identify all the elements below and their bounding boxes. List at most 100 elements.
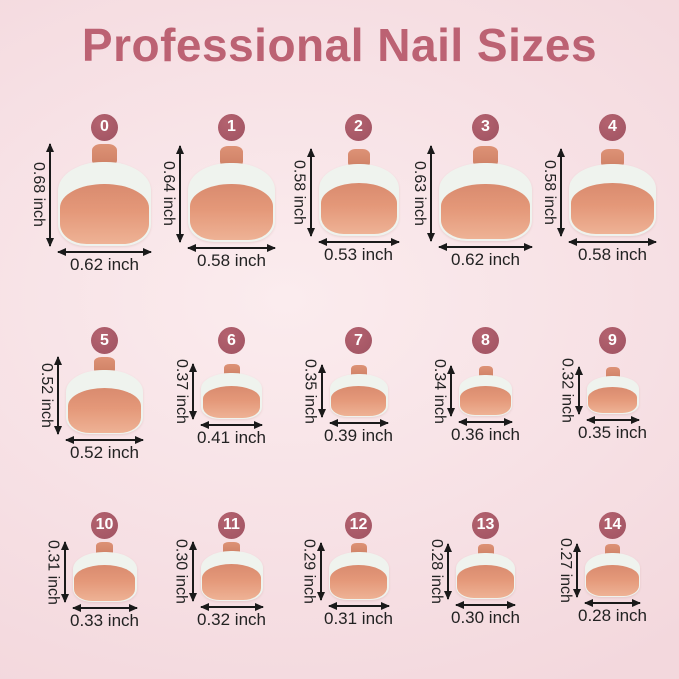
vertical-double-arrow-icon: [450, 366, 452, 417]
nail-size-cell: 8 0.34 inch 0.36 inch: [422, 327, 549, 445]
horizontal-double-arrow-icon: [456, 603, 515, 606]
nail-illustration: 0.31 inch: [45, 540, 137, 604]
nail-tip-white-cap: [58, 161, 151, 246]
size-number-badge: 13: [472, 511, 499, 539]
size-number-badge: 9: [599, 327, 626, 355]
height-dimension: 0.58 inch: [291, 148, 312, 236]
horizontal-double-arrow-icon: [569, 240, 656, 243]
width-label: 0.39 inch: [324, 426, 393, 446]
width-label: 0.58 inch: [197, 250, 266, 270]
size-row-2: 5 0.52 inch 0.52 inch 6 0.37 inch: [0, 327, 679, 463]
nail-tab: [220, 145, 243, 166]
horizontal-double-arrow-icon: [72, 606, 137, 609]
nail-size-cell: 14 0.27 inch 0.28 inch: [549, 511, 676, 626]
nail-illustration: 0.64 inch: [160, 145, 275, 242]
height-dimension: 0.52 inch: [38, 357, 59, 435]
nail-illustration: 0.68 inch: [30, 143, 151, 246]
width-label: 0.30 inch: [451, 607, 520, 627]
horizontal-double-arrow-icon: [188, 246, 275, 249]
size-number-badge: 0: [91, 113, 118, 141]
height-label: 0.52 inch: [38, 363, 55, 429]
height-dimension: 0.37 inch: [173, 359, 194, 424]
height-dimension: 0.31 inch: [44, 539, 66, 605]
height-dimension: 0.29 inch: [301, 539, 322, 604]
width-label: 0.28 inch: [578, 605, 647, 625]
vertical-double-arrow-icon: [576, 543, 578, 597]
nail-illustration: 0.29 inch: [301, 539, 389, 604]
size-number-badge: 7: [345, 327, 372, 355]
nail-bed: [457, 565, 514, 598]
width-label: 0.33 inch: [70, 610, 139, 630]
vertical-double-arrow-icon: [320, 365, 323, 418]
horizontal-double-arrow-icon: [66, 439, 143, 442]
nail-size-cell: 7 0.35 inch 0.39 inch: [295, 327, 422, 446]
nail-size-cell: 4 0.58 inch 0.58 inch: [541, 113, 676, 265]
nail-bed: [67, 387, 142, 433]
nail-tab: [601, 148, 624, 167]
height-label: 0.68 inch: [30, 162, 47, 228]
nail-bed: [202, 564, 261, 600]
nail-tip-white-cap: [329, 374, 388, 418]
nail-size-cell: 10 0.31 inch 0.33 inch: [41, 511, 168, 631]
height-label: 0.27 inch: [557, 538, 574, 603]
width-label: 0.36 inch: [451, 425, 520, 445]
height-label: 0.31 inch: [44, 539, 62, 605]
nail-illustration: 0.37 inch: [173, 359, 262, 424]
height-dimension: 0.35 inch: [302, 359, 323, 424]
nail-size-cell: 5 0.52 inch 0.52 inch: [38, 327, 168, 463]
nail-tab: [92, 143, 117, 165]
nail-illustration: 0.34 inch: [431, 359, 512, 424]
height-label: 0.32 inch: [558, 358, 576, 424]
vertical-double-arrow-icon: [63, 541, 66, 602]
nail-size-cell: 9 0.32 inch 0.35 inch: [549, 327, 676, 443]
size-number-badge: 8: [472, 327, 499, 355]
nail-tab: [94, 357, 115, 374]
width-label: 0.31 inch: [324, 608, 393, 628]
width-label: 0.62 inch: [451, 249, 520, 269]
nail-size-cell: 1 0.64 inch 0.58 inch: [160, 113, 295, 271]
horizontal-double-arrow-icon: [459, 421, 512, 424]
height-dimension: 0.68 inch: [30, 143, 51, 246]
vertical-double-arrow-icon: [560, 148, 562, 236]
horizontal-double-arrow-icon: [58, 250, 151, 253]
nail-tip-white-cap: [318, 163, 399, 236]
nail-size-cell: 6 0.37 inch 0.41 inch: [168, 327, 295, 448]
nail-bed: [587, 386, 638, 414]
height-dimension: 0.28 inch: [428, 539, 449, 604]
size-number-badge: 10: [91, 511, 118, 539]
size-row-3: 10 0.31 inch 0.33 inch 11 0.30 inch: [0, 511, 679, 631]
horizontal-double-arrow-icon: [318, 240, 399, 243]
horizontal-double-arrow-icon: [329, 422, 388, 425]
horizontal-double-arrow-icon: [200, 605, 263, 608]
nail-tip-white-cap: [459, 375, 512, 417]
height-label: 0.30 inch: [172, 539, 190, 604]
nail-tip-white-cap: [586, 376, 639, 415]
height-label: 0.63 inch: [411, 160, 428, 226]
nail-tip-white-cap: [328, 551, 389, 600]
height-dimension: 0.30 inch: [172, 539, 194, 604]
nail-illustration: 0.30 inch: [173, 539, 263, 604]
height-label: 0.28 inch: [428, 539, 445, 604]
height-dimension: 0.34 inch: [431, 359, 452, 424]
nail-bed: [571, 183, 654, 234]
height-label: 0.29 inch: [300, 539, 318, 604]
size-number-badge: 2: [345, 113, 372, 141]
nail-illustration: 0.27 inch: [557, 538, 640, 603]
nail-size-cell: 11 0.30 inch 0.32 inch: [168, 511, 295, 630]
nail-bed: [586, 564, 639, 596]
nail-illustration: 0.58 inch: [291, 148, 399, 236]
height-dimension: 0.32 inch: [559, 358, 580, 423]
vertical-double-arrow-icon: [447, 543, 449, 599]
nail-bed: [460, 386, 511, 416]
vertical-double-arrow-icon: [577, 367, 580, 415]
nail-illustration: 0.28 inch: [428, 539, 515, 604]
size-number-badge: 1: [218, 113, 245, 141]
nail-illustration: 0.52 inch: [38, 357, 143, 435]
nail-tip-white-cap: [188, 162, 275, 242]
width-label: 0.35 inch: [578, 423, 647, 443]
nail-tip-white-cap: [200, 550, 263, 601]
nail-bed: [202, 385, 261, 419]
nail-size-cell: 13 0.28 inch 0.30 inch: [422, 511, 549, 628]
size-number-badge: 5: [91, 327, 118, 355]
